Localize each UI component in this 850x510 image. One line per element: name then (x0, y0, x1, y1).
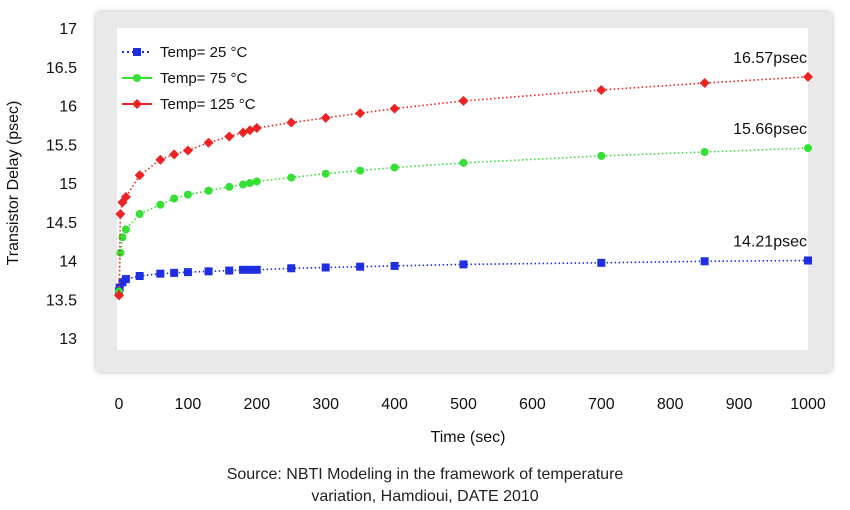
data-point (170, 194, 179, 203)
end-value-label: 16.57psec (733, 50, 807, 67)
data-point (155, 154, 166, 165)
data-point (169, 149, 180, 160)
data-point (239, 180, 248, 189)
data-point (320, 112, 331, 123)
data-point (355, 108, 366, 119)
data-point (699, 78, 710, 89)
source-line-2: variation, Hamdioui, DATE 2010 (311, 488, 539, 505)
data-point (135, 272, 144, 280)
data-point (597, 258, 606, 267)
y-tick-label: 17 (59, 21, 77, 38)
data-point (700, 257, 709, 266)
data-point (183, 190, 192, 199)
data-point (114, 290, 124, 301)
data-point (321, 169, 330, 178)
data-point (390, 261, 399, 270)
source-line-1: Source: NBTI Modeling in the framework o… (226, 466, 624, 483)
data-point (803, 71, 813, 82)
data-point (804, 256, 812, 265)
data-point (203, 137, 214, 148)
x-tick-label: 300 (312, 396, 339, 413)
y-tick-label: 13.5 (46, 292, 77, 309)
legend-label: Temp= 125 °C (160, 96, 256, 113)
source-caption: Source: NBTI Modeling in the framework o… (0, 464, 850, 508)
x-tick-label: 900 (726, 396, 753, 413)
y-tick-labels: 13 13.5 14 14.5 15 15.5 16 16.5 17 (46, 21, 77, 348)
data-point (135, 210, 144, 218)
data-point (252, 177, 261, 186)
data-point (459, 158, 468, 167)
x-tick-label: 1000 (790, 396, 826, 413)
data-point (115, 209, 126, 219)
x-tick-label: 600 (519, 396, 546, 413)
data-point (286, 117, 297, 128)
y-tick-label: 15.5 (46, 137, 77, 154)
y-axis-label: Transistor Delay (psec) (5, 101, 22, 266)
data-point (225, 266, 234, 275)
y-tick-label: 16.5 (46, 60, 77, 77)
data-point (700, 148, 709, 156)
data-point (596, 85, 607, 95)
data-point (459, 260, 468, 269)
data-point (116, 248, 125, 257)
data-point (804, 144, 812, 153)
x-axis-label: Time (sec) (431, 429, 506, 446)
y-tick-label: 15 (59, 176, 77, 193)
legend-marker (133, 74, 141, 82)
x-tick-label: 400 (381, 396, 408, 413)
legend-marker (133, 48, 141, 56)
data-point (390, 163, 399, 172)
legend-item: Temp= 75 °C (122, 70, 247, 87)
series-line (118, 76, 809, 296)
data-point (183, 268, 192, 277)
data-point (156, 200, 165, 209)
data-point (224, 131, 235, 142)
data-point (458, 95, 469, 106)
data-point (287, 264, 296, 273)
data-point (597, 151, 606, 160)
data-point (252, 265, 261, 274)
legend-label: Temp= 25 °C (160, 44, 247, 61)
series-group: 14.21psec 15.66psec 16.57psec (114, 50, 813, 301)
legend-label: Temp= 75 °C (160, 70, 247, 87)
x-tick-label: 0 (115, 396, 124, 413)
x-tick-label: 200 (243, 396, 270, 413)
x-tick-label: 700 (588, 396, 615, 413)
data-point (170, 268, 179, 277)
legend-marker (132, 99, 142, 109)
y-tick-label: 13 (59, 331, 77, 348)
y-tick-label: 14.5 (46, 215, 77, 232)
data-point (389, 103, 400, 114)
data-point (182, 145, 193, 156)
y-tick-label: 14 (59, 254, 77, 271)
data-point (356, 262, 365, 271)
series-3: 16.57psec (114, 50, 813, 301)
data-point (251, 122, 262, 133)
x-tick-label: 500 (450, 396, 477, 413)
legend: Temp= 25 °C Temp= 75 °C Temp= 125 °C (122, 44, 256, 113)
data-point (245, 265, 254, 274)
data-point (245, 179, 254, 187)
data-point (121, 225, 130, 234)
data-point (356, 166, 365, 175)
data-point (239, 265, 248, 274)
legend-item: Temp= 25 °C (122, 44, 247, 61)
x-tick-label: 100 (175, 396, 202, 413)
data-point (225, 182, 234, 191)
x-tick-labels: 0 100 200 300 400 500 600 700 800 900 1000 (115, 396, 826, 413)
end-value-label: 15.66psec (733, 121, 807, 138)
x-tick-label: 800 (657, 396, 684, 413)
data-point (134, 170, 145, 181)
data-point (204, 267, 213, 276)
data-point (121, 275, 130, 284)
data-point (287, 173, 296, 182)
data-point (321, 263, 330, 272)
data-point (120, 191, 131, 202)
data-point (156, 269, 165, 278)
data-point (204, 186, 213, 195)
legend-item: Temp= 125 °C (122, 96, 256, 113)
end-value-label: 14.21psec (733, 234, 807, 251)
y-tick-label: 16 (59, 99, 77, 116)
chart: 13 13.5 14 14.5 15 15.5 16 16.5 17 0 100 200 300 400… (5, 12, 832, 446)
